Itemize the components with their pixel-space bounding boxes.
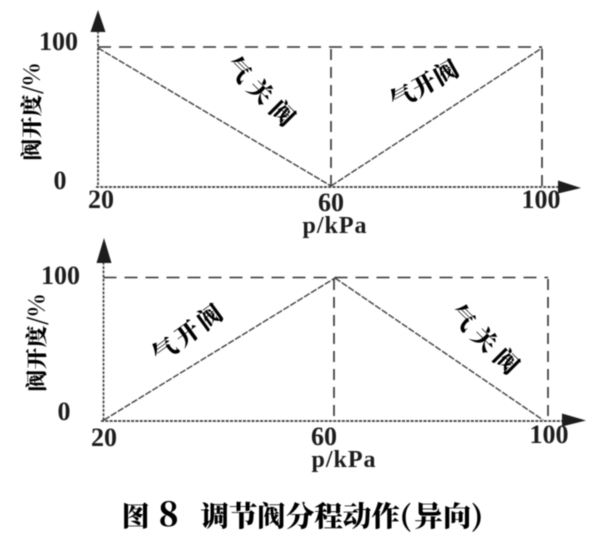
svg-text:20: 20 [88,185,114,214]
svg-text:20: 20 [91,423,117,452]
svg-text:0: 0 [58,397,71,426]
svg-text:100: 100 [530,420,569,449]
svg-text:60: 60 [311,422,337,451]
svg-text:0: 0 [54,166,67,195]
svg-text:100: 100 [522,185,561,214]
svg-text:100: 100 [39,27,78,56]
svg-text:60: 60 [318,188,344,217]
svg-text:p/kPa: p/kPa [311,447,376,473]
svg-text:p/kPa: p/kPa [302,213,367,239]
svg-text:100: 100 [41,261,80,290]
